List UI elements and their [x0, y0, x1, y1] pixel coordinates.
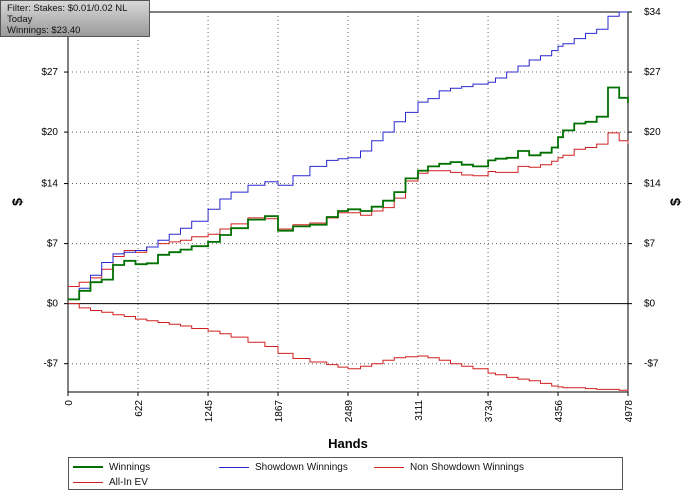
legend-item-all-in-ev: All-In EV	[73, 477, 148, 489]
legend-label: Non Showdown Winnings	[410, 462, 524, 473]
y-tick-label-left: -$7	[44, 359, 59, 370]
y-tick-label-left: $0	[47, 299, 59, 310]
y-tick-label-left: $27	[41, 67, 58, 78]
y-tick-label-right: -$7	[644, 359, 659, 370]
y-tick-label-left: $14	[41, 179, 58, 190]
legend: Winnings Showdown Winnings Non Showdown …	[68, 457, 623, 490]
x-tick-label: 622	[134, 400, 145, 417]
y-tick-label-right: $0	[644, 299, 656, 310]
y-tick-label-right: $27	[644, 67, 661, 78]
series-line-non-showdown-winnings	[68, 303, 629, 392]
x-tick-label: 0	[64, 400, 75, 406]
series-line-showdown-winnings	[68, 11, 628, 300]
x-tick-label: 4356	[554, 400, 565, 423]
axis-ticks: 0 622 1245 1867 2489 3111 3734 4356 4978 -$7 $0 $7 $…	[41, 7, 661, 422]
series-layer	[68, 11, 629, 392]
filter-info-box: Filter: Stakes: $0.01/0.02 NL Today Winn…	[0, 0, 150, 37]
x-tick-label: 3111	[414, 400, 425, 421]
series-line-winnings	[68, 86, 629, 301]
legend-swatch-non-showdown	[374, 466, 404, 468]
filter-stakes-text: Filter: Stakes: $0.01/0.02 NL	[7, 3, 128, 14]
legend-swatch-winnings	[73, 466, 103, 469]
y-axis-label-right: $	[667, 198, 683, 206]
grid	[68, 12, 628, 392]
legend-item-winnings: Winnings	[73, 462, 150, 474]
filter-winnings-text: Winnings: $23.40	[7, 25, 81, 36]
y-axis-label-left: $	[9, 198, 25, 206]
legend-label: Winnings	[109, 462, 151, 473]
y-tick-label-right: $14	[644, 179, 661, 190]
legend-swatch-all-in-ev	[73, 481, 103, 483]
legend-item-showdown-winnings: Showdown Winnings	[219, 462, 348, 474]
x-tick-label: 2489	[344, 400, 355, 423]
x-tick-label: 1867	[274, 400, 285, 423]
y-tick-label-left: $20	[41, 127, 58, 138]
y-tick-label-right: $7	[644, 239, 656, 250]
y-tick-label-right: $20	[644, 127, 661, 138]
filter-period-text: Today	[7, 14, 33, 25]
legend-item-non-showdown-winnings: Non Showdown Winnings	[374, 462, 524, 474]
legend-label: Showdown Winnings	[255, 462, 348, 473]
y-tick-label-right: $34	[644, 7, 661, 18]
x-tick-label: 3734	[484, 400, 495, 423]
y-tick-label-left: $7	[47, 239, 59, 250]
legend-swatch-showdown	[219, 466, 249, 468]
x-tick-label: 4978	[624, 400, 635, 423]
x-axis-label: Hands	[328, 436, 368, 451]
x-tick-label: 1245	[204, 400, 215, 423]
legend-label: All-In EV	[109, 477, 148, 488]
